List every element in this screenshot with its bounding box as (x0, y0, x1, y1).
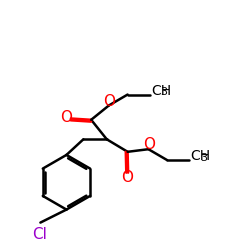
Text: 3: 3 (161, 88, 168, 98)
Text: CH: CH (151, 84, 171, 98)
Text: CH: CH (190, 149, 211, 163)
Text: O: O (60, 110, 72, 126)
Text: 3: 3 (200, 153, 207, 163)
Text: O: O (144, 137, 156, 152)
Text: O: O (122, 170, 134, 185)
Text: O: O (103, 94, 115, 109)
Text: Cl: Cl (32, 227, 46, 242)
